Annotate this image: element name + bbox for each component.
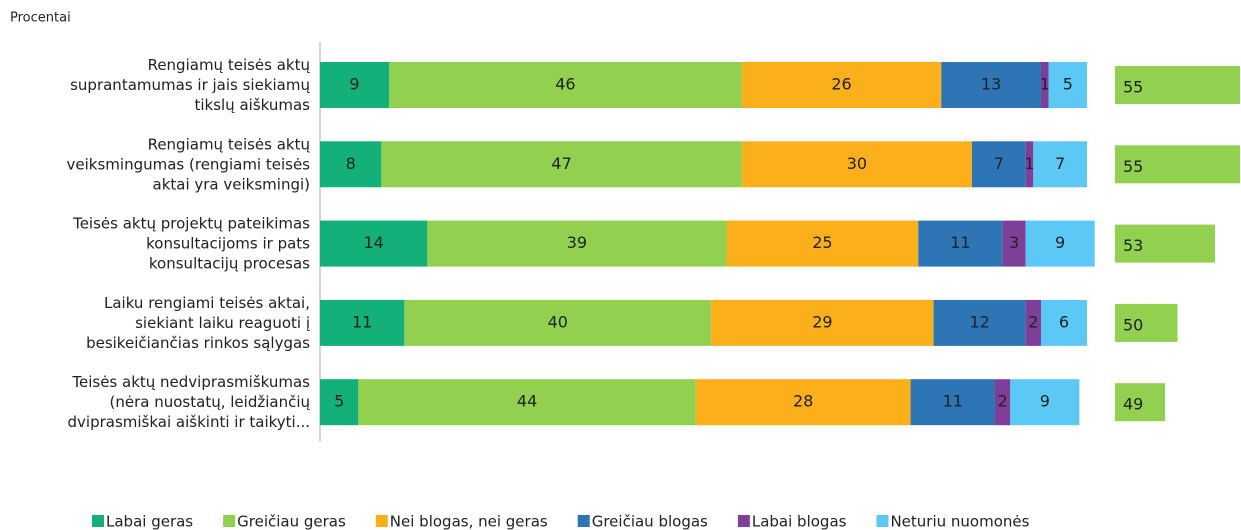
category-label: Rengiamų teisės aktų suprantamumas ir jai… xyxy=(70,56,310,114)
bar-segment xyxy=(1033,141,1087,188)
value-label: 5 xyxy=(1063,75,1073,94)
value-label: 26 xyxy=(831,75,851,94)
bar-segment xyxy=(1048,62,1087,108)
bar-segment xyxy=(381,141,742,188)
bar-segment xyxy=(971,141,1026,188)
value-label: 9 xyxy=(1055,233,1065,252)
bar-segment xyxy=(910,379,995,426)
value-label: 13 xyxy=(981,75,1001,94)
bar-segment xyxy=(1025,141,1034,188)
legend-swatch xyxy=(737,515,750,527)
legend-label: Nei blogas, nei geras xyxy=(390,513,548,530)
legend-label: Neturiu nuomonės xyxy=(890,513,1029,530)
bar-segment xyxy=(320,220,428,267)
bar-segment xyxy=(695,379,911,426)
bar-segment xyxy=(427,220,727,267)
legend-swatch xyxy=(375,515,388,527)
value-label: 6 xyxy=(1059,312,1069,331)
value-label: 9 xyxy=(349,75,359,94)
value-label: 9 xyxy=(1040,392,1050,411)
value-label: 30 xyxy=(847,154,867,173)
value-label: 44 xyxy=(517,392,537,411)
bar-segment xyxy=(741,62,942,108)
value-label: 14 xyxy=(364,233,384,252)
bar-segment xyxy=(1002,220,1026,267)
value-label: 46 xyxy=(555,75,575,94)
value-label: 47 xyxy=(551,154,571,173)
legend-swatch xyxy=(223,515,236,527)
category-label: Rengiamų teisės aktų veiksmingumas (rengi… xyxy=(67,135,311,193)
value-label: 3 xyxy=(1009,233,1019,252)
value-label: 2 xyxy=(1028,312,1038,331)
value-label: 5 xyxy=(334,392,344,411)
bar-segment xyxy=(918,220,1003,267)
value-label: 2 xyxy=(998,392,1008,411)
chart-title: Procentai xyxy=(10,11,71,26)
value-label: 28 xyxy=(793,392,813,411)
legend-swatch xyxy=(577,515,590,527)
bar-segment xyxy=(1010,379,1080,426)
legend-label: Labai blogas xyxy=(752,513,847,530)
value-label: 39 xyxy=(567,233,587,252)
value-label: 8 xyxy=(346,154,356,173)
bar-segment xyxy=(941,62,1041,108)
bar-segment xyxy=(726,220,919,267)
legend-label: Labai geras xyxy=(106,513,193,530)
value-label: 7 xyxy=(1055,154,1065,173)
bar-segment xyxy=(358,379,696,426)
legend-swatch xyxy=(876,515,889,527)
value-label: 11 xyxy=(943,392,963,411)
value-label: 11 xyxy=(352,312,372,331)
bar-segment xyxy=(320,379,359,426)
bar-segment xyxy=(1040,299,1087,346)
legend-label: Greičiau blogas xyxy=(592,513,708,530)
value-label: 25 xyxy=(812,233,832,252)
bar-segment xyxy=(1040,62,1049,108)
bar-segment xyxy=(1025,220,1095,267)
total-bar xyxy=(1115,145,1240,184)
value-label: 29 xyxy=(812,312,832,331)
bar-segment xyxy=(711,299,934,346)
value-label: 1 xyxy=(1024,154,1034,173)
total-bar xyxy=(1115,66,1240,104)
category-label: Laiku rengiami teisės aktai, siekiant lai… xyxy=(86,293,310,351)
legend-label: Greičiau geras xyxy=(237,513,346,530)
category-label: Teisės aktų nedviprasmiškumas (nėra nuost… xyxy=(68,373,311,431)
total-label: 50 xyxy=(1123,315,1143,334)
total-bar xyxy=(1115,303,1178,342)
bar-segment xyxy=(741,141,972,188)
value-label: 7 xyxy=(994,154,1004,173)
legend-swatch xyxy=(92,515,104,527)
value-label: 12 xyxy=(969,312,989,331)
bar-segment xyxy=(320,299,405,346)
bar-segment xyxy=(320,62,390,108)
total-label: 53 xyxy=(1123,236,1143,255)
bar-segment xyxy=(1025,299,1041,346)
value-label: 40 xyxy=(548,312,568,331)
total-label: 49 xyxy=(1123,395,1143,414)
total-label: 55 xyxy=(1123,78,1143,97)
total-bar xyxy=(1115,383,1165,422)
bar-segment xyxy=(389,62,742,108)
total-label: 55 xyxy=(1123,157,1143,176)
bar-segment xyxy=(320,141,382,188)
total-bar xyxy=(1115,224,1215,263)
bar-segment xyxy=(933,299,1026,346)
category-label: Teisės aktų projektų pateikimas konsultac… xyxy=(72,214,310,272)
value-label: 1 xyxy=(1040,75,1050,94)
bar-segment xyxy=(994,379,1011,426)
value-label: 11 xyxy=(950,233,970,252)
bar-segment xyxy=(404,299,712,346)
